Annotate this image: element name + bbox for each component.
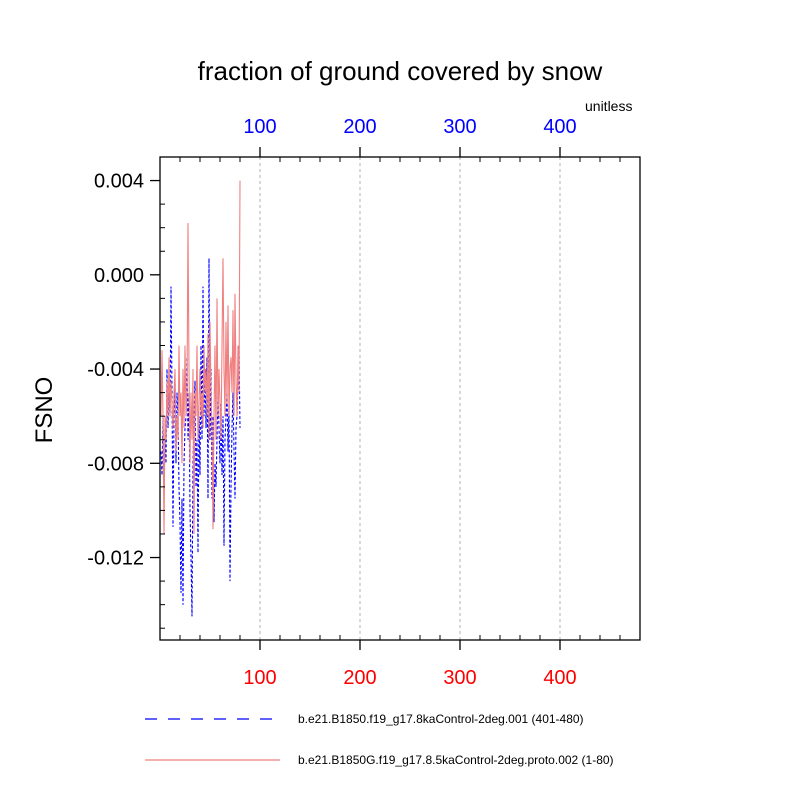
x-tick-label: 400	[543, 667, 576, 689]
x-top-tick-label: 400	[543, 116, 576, 138]
x-top-tick-label: 100	[243, 116, 276, 138]
y-axis-label: FSNO	[31, 377, 58, 444]
legend: b.e21.B1850.f19_g17.8kaControl-2deg.001 …	[145, 712, 614, 767]
y-tick-label: -0.012	[87, 548, 144, 570]
y-tick-label: 0.004	[94, 171, 144, 193]
units-label: unitless	[585, 98, 632, 114]
y-tick-label: -0.008	[87, 453, 144, 475]
series-line	[160, 180, 241, 535]
series-layer	[160, 180, 241, 617]
y-tick-label: -0.004	[87, 359, 144, 381]
legend-label: b.e21.B1850G.f19_g17.8.5kaControl-2deg.p…	[298, 753, 614, 767]
x-tick-label: 200	[343, 667, 376, 689]
chart-title: fraction of ground covered by snow	[198, 56, 603, 86]
axes: 100 200 300 400 100 200 300 400 0.004 0.000 -0.004…	[87, 116, 621, 689]
x-tick-label: 100	[243, 667, 276, 689]
x-top-tick-label: 300	[443, 116, 476, 138]
x-tick-label: 300	[443, 667, 476, 689]
y-tick-label: 0.000	[94, 265, 144, 287]
legend-label: b.e21.B1850.f19_g17.8kaControl-2deg.001 …	[298, 712, 584, 726]
x-top-tick-label: 200	[343, 116, 376, 138]
grid	[259, 157, 561, 640]
plot-frame	[159, 156, 641, 641]
